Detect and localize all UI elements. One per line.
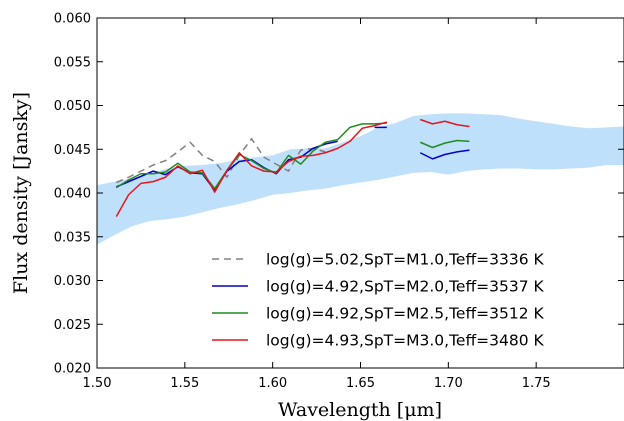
x-tick-label: 1.65: [346, 376, 375, 391]
series-3-line-segment-2: [419, 139, 470, 149]
series-2-line-segment-3: [419, 149, 470, 160]
y-tick-label: 0.020: [54, 362, 91, 377]
legend-label-2: log(g)=4.92,SpT=M2.0,Teff=3537 K: [266, 278, 544, 296]
y-tick-label: 0.040: [54, 187, 91, 202]
legend-label-1: log(g)=5.02,SpT=M1.0,Teff=3336 K: [266, 251, 544, 269]
series-4-line-segment-2: [419, 118, 470, 128]
x-tick-label: 1.55: [170, 376, 199, 391]
series-3-line-segment-1: [115, 122, 387, 190]
y-tick-label: 0.035: [54, 230, 91, 245]
x-tick-label: 1.75: [522, 376, 551, 391]
x-axis: 1.50 1.55 1.60 1.65 1.70 1.75: [83, 18, 551, 391]
y-axis-label: Flux density [Jansky]: [10, 92, 32, 294]
uncertainty-band-layer: [97, 113, 624, 245]
y-tick-label: 0.030: [54, 274, 91, 289]
y-tick-label: 0.050: [54, 99, 91, 114]
y-tick-label: 0.055: [54, 55, 91, 70]
x-tick-label: 1.60: [258, 376, 287, 391]
legend: log(g)=5.02,SpT=M1.0,Teff=3336 K log(g)=4…: [212, 251, 544, 350]
series-4-line-segment-1: [115, 121, 388, 217]
x-axis-label: Wavelength [μm]: [278, 399, 442, 421]
series-layer: [115, 118, 470, 217]
uncertainty-band: [97, 113, 624, 245]
legend-label-4: log(g)=4.93,SpT=M3.0,Teff=3480 K: [266, 332, 544, 350]
y-tick-label: 0.025: [54, 318, 91, 333]
series-1-line-segment-1: [116, 138, 326, 184]
y-tick-label: 0.060: [54, 12, 91, 27]
x-tick-label: 1.50: [83, 376, 112, 391]
legend-label-3: log(g)=4.92,SpT=M2.5,Teff=3512 K: [266, 305, 544, 323]
y-axis: 0.020 0.025 0.030 0.035 0.040 0.045 0.050 0.055…: [54, 12, 624, 377]
x-tick-label: 1.70: [434, 376, 463, 391]
y-tick-label: 0.045: [54, 143, 91, 158]
